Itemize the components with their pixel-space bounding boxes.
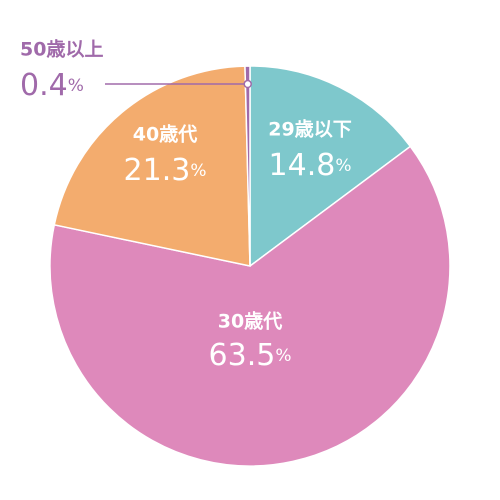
pie-slice [53, 65, 251, 267]
pie-slice [249, 65, 412, 268]
slice-value: 63.5% [209, 338, 292, 373]
slice-category: 29歳以下 [268, 119, 351, 141]
pie-slice [244, 65, 251, 267]
slice-value: 21.3% [124, 153, 207, 188]
pie-slice [49, 145, 451, 467]
slice-category: 30歳代 [218, 311, 282, 333]
slice-value: 0.4% [20, 68, 84, 103]
slice-category: 40歳代 [133, 124, 197, 146]
slice-value: 14.8% [269, 148, 352, 183]
leader-dot [243, 79, 252, 89]
slice-category: 50歳以上 [20, 39, 103, 61]
